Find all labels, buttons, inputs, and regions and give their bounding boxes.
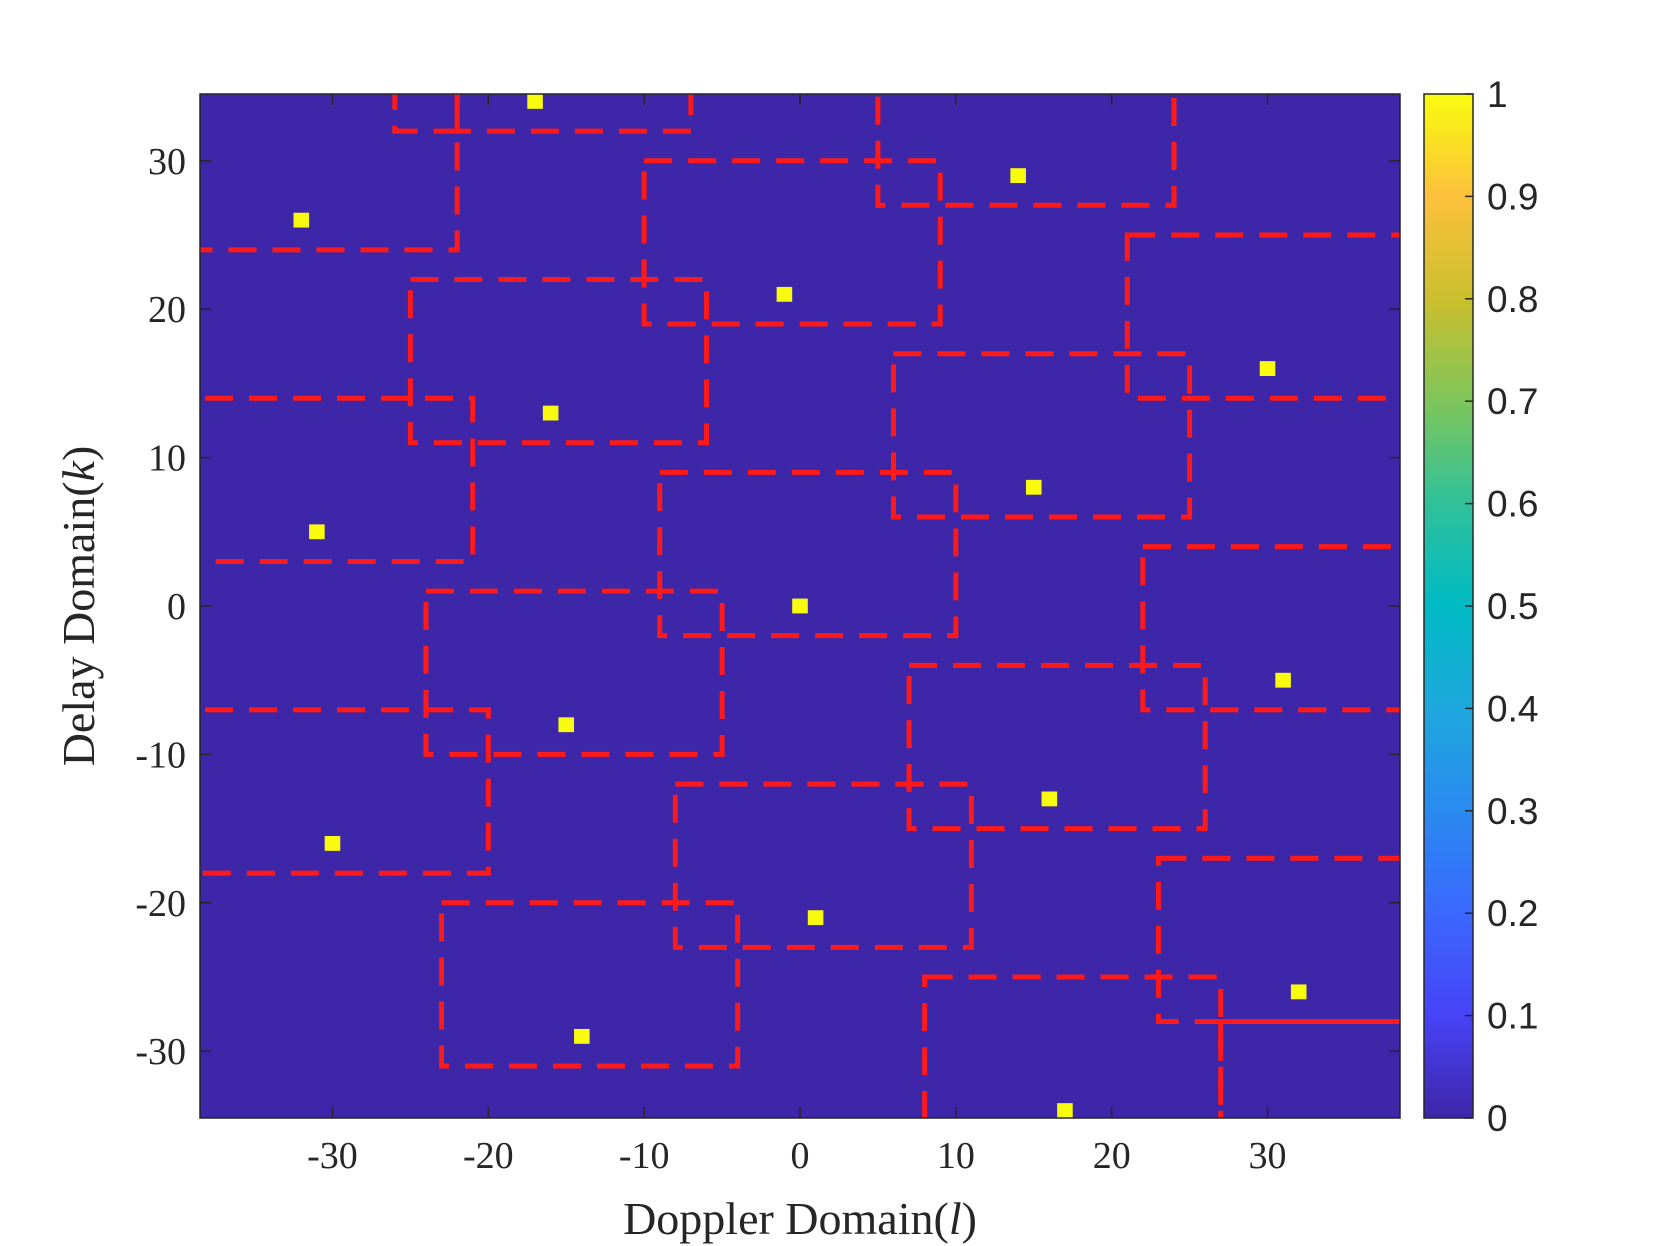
- data-point: [776, 286, 793, 302]
- region-border: [200, 94, 460, 253]
- y-axis-ticks: -30 -20 -10 0 10 20 30: [135, 141, 1400, 1073]
- region-border: [407, 277, 709, 446]
- region-border: [1140, 544, 1400, 713]
- colorbar-ticks: 0 0.1 0.2 0.3 0.4 0.5 0.6 0.7 0.8 0.9 1: [1465, 74, 1538, 1139]
- colorbar-tick-label: 0.7: [1487, 381, 1538, 422]
- data-point: [574, 1028, 590, 1044]
- data-point: [324, 836, 341, 851]
- region-border: [439, 900, 741, 1069]
- colorbar-tick-label: 0.2: [1487, 893, 1538, 934]
- y-tick-label: 10: [148, 438, 186, 480]
- colorbar-gradient: [1423, 93, 1474, 1119]
- colorbar-tick-label: 1: [1487, 74, 1508, 115]
- region-border: [423, 588, 725, 757]
- svg-text:Doppler Domain(l): Doppler Domain(l): [623, 1193, 977, 1244]
- colorbar-tick-label: 0.6: [1487, 484, 1538, 525]
- x-tick-label: 30: [1249, 1135, 1287, 1177]
- data-point: [1259, 361, 1276, 376]
- svg-text:Delay Domain(k): Delay Domain(k): [53, 446, 104, 767]
- colorbar-tick-label: 0.8: [1487, 279, 1538, 320]
- data-point: [1290, 984, 1307, 1000]
- x-tick-label: 10: [937, 1135, 975, 1177]
- data-point: [293, 212, 310, 228]
- region-border: [1218, 1019, 1400, 1118]
- x-axis-label: Doppler Domain(l): [623, 1193, 977, 1244]
- y-tick-label: -20: [135, 883, 186, 925]
- x-tick-label: -20: [463, 1135, 514, 1177]
- region-border: [875, 94, 1177, 208]
- y-tick-label: -30: [135, 1031, 186, 1073]
- region-border: [891, 351, 1193, 520]
- region-border: [657, 469, 959, 639]
- colorbar-tick-label: 0.5: [1487, 586, 1538, 627]
- region-border: [672, 781, 974, 950]
- data-point: [807, 910, 824, 926]
- data-point: [1010, 168, 1026, 184]
- colorbar-tick-label: 0: [1487, 1098, 1508, 1139]
- y-tick-label: 0: [167, 586, 186, 628]
- region-border: [922, 974, 1224, 1118]
- region-border: [641, 158, 943, 327]
- data-points: [293, 94, 1307, 1118]
- data-point: [1057, 1103, 1073, 1118]
- colorbar: 0 0.1 0.2 0.3 0.4 0.5 0.6 0.7 0.8 0.9 1: [1423, 74, 1538, 1139]
- y-tick-label: 20: [148, 289, 186, 331]
- data-point: [558, 717, 575, 733]
- region-borders: [200, 94, 1400, 1118]
- x-tick-label: 20: [1093, 1135, 1131, 1177]
- y-tick-label: 30: [148, 141, 186, 183]
- colorbar-tick-label: 0.4: [1487, 688, 1538, 729]
- colorbar-tick-label: 0.1: [1487, 996, 1538, 1037]
- data-point: [309, 524, 325, 540]
- data-point: [1041, 791, 1058, 807]
- data-point: [527, 94, 543, 109]
- x-tick-label: -30: [307, 1135, 358, 1177]
- region-border: [906, 662, 1208, 832]
- plot-area: -30 -20 -10 0 10 20 30 -30 -20 -10 0 10 20 30: [135, 93, 1401, 1177]
- y-tick-label: -10: [135, 734, 186, 776]
- region-border: [200, 395, 476, 564]
- region-border: [1155, 855, 1400, 1025]
- data-point: [792, 598, 808, 614]
- data-point: [1275, 672, 1291, 688]
- region-border: [200, 707, 491, 876]
- x-axis-ticks: -30 -20 -10 0 10 20 30: [307, 94, 1287, 1177]
- x-tick-label: -10: [619, 1135, 670, 1177]
- plot-frame: [199, 93, 1401, 1119]
- colorbar-tick-label: 0.9: [1487, 176, 1538, 217]
- region-border: [1124, 232, 1400, 401]
- colorbar-tick-label: 0.3: [1487, 791, 1538, 832]
- data-point: [542, 405, 559, 421]
- x-tick-label: 0: [791, 1135, 810, 1177]
- y-axis-label: Delay Domain(k): [53, 446, 104, 767]
- data-point: [1025, 479, 1042, 495]
